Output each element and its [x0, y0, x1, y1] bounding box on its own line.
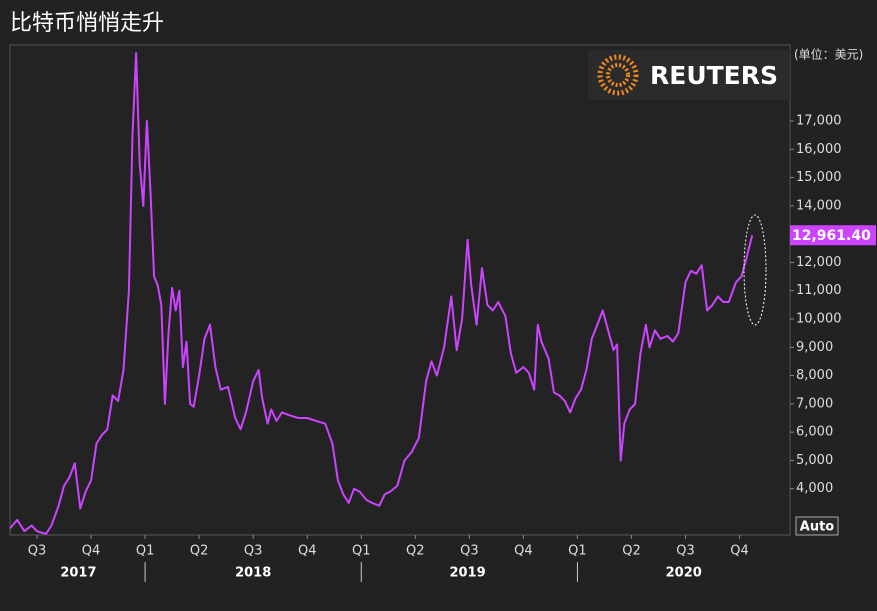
x-tick-label: Q3 [676, 544, 695, 559]
x-tick-label: Q4 [298, 544, 317, 559]
y-tick-label: 7,000 [796, 396, 833, 411]
year-label: 2018 [235, 566, 271, 581]
y-tick-label: 12,000 [796, 255, 842, 270]
x-tick-label: Q3 [460, 544, 479, 559]
y-tick-label: 16,000 [796, 142, 842, 157]
x-tick-label: Q1 [352, 544, 371, 559]
chart-title: 比特币悄悄走升 [10, 11, 164, 36]
end-label-box [790, 225, 876, 246]
x-tick-label: Q2 [406, 544, 425, 559]
y-tick-label: 10,000 [796, 312, 842, 327]
logo-icon [597, 54, 639, 96]
unit-label: (单位：美元) [794, 47, 863, 62]
y-tick-label: 5,000 [796, 453, 833, 468]
x-tick-label: Q1 [568, 544, 587, 559]
end-label: 12,961.40 [792, 228, 871, 244]
year-label: 2017 [60, 566, 96, 581]
x-tick-label: Q4 [82, 544, 101, 559]
logo-text: REUTERS [650, 61, 778, 90]
x-tick-label: Q2 [190, 544, 209, 559]
logo-icon [606, 63, 630, 87]
highlight-ellipse [743, 214, 767, 326]
year-label: 2019 [449, 566, 485, 581]
x-tick-label: Q2 [622, 544, 641, 559]
auto-button[interactable] [795, 516, 839, 536]
y-tick-label: 6,000 [796, 425, 833, 440]
auto-button-label[interactable]: Auto [800, 520, 835, 535]
y-tick-label: 14,000 [796, 198, 842, 213]
y-tick-label: 9,000 [796, 340, 833, 355]
x-tick-label: Q1 [136, 544, 155, 559]
y-tick-label: 11,000 [796, 283, 842, 298]
x-tick-label: Q4 [730, 544, 749, 559]
plot-area [9, 44, 791, 536]
y-tick-label: 17,000 [796, 113, 842, 128]
line-series [9, 52, 754, 535]
y-tick-label: 8,000 [796, 368, 833, 383]
y-tick-label: 15,000 [796, 170, 842, 185]
x-tick-label: Q3 [244, 544, 263, 559]
year-label: 2020 [666, 566, 702, 581]
x-tick-label: Q4 [514, 544, 533, 559]
x-tick-label: Q3 [28, 544, 47, 559]
y-tick-label: 4,000 [796, 481, 833, 496]
